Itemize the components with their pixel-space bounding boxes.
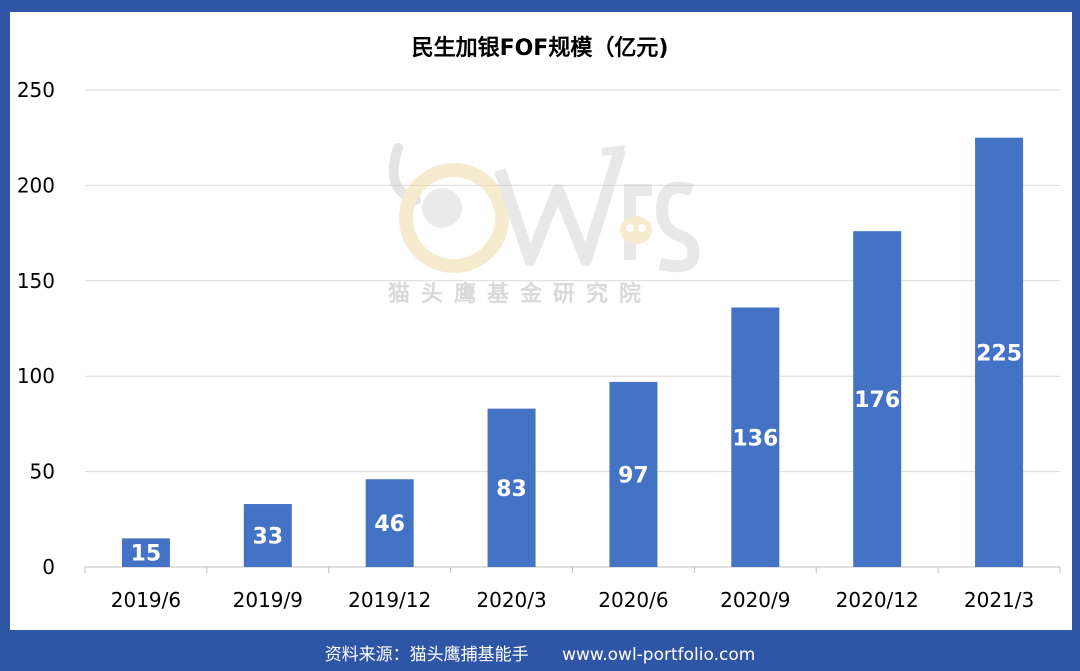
y-tick-label: 50 — [30, 460, 55, 484]
bar — [365, 479, 414, 567]
y-tick-label: 150 — [17, 269, 55, 293]
x-tick-label: 2020/12 — [836, 588, 919, 612]
x-tick-label: 2019/9 — [233, 588, 303, 612]
data-label: 97 — [618, 463, 649, 488]
source-url: www.owl-portfolio.com — [562, 645, 756, 665]
x-tick-label: 2020/9 — [720, 588, 790, 612]
bar — [609, 381, 658, 567]
bar — [243, 504, 292, 567]
data-label: 176 — [854, 388, 900, 413]
data-label: 83 — [496, 477, 527, 502]
chart-title: 民生加银FOF规模（亿元) — [411, 36, 669, 61]
x-tick-label: 2020/3 — [476, 588, 546, 612]
bar — [731, 307, 780, 567]
source-text: 资料来源：猫头鹰捕基能手 — [324, 645, 529, 665]
y-tick-label: 250 — [17, 78, 55, 102]
y-tick-label: 100 — [17, 364, 55, 388]
x-tick-label: 2021/3 — [964, 588, 1034, 612]
x-tick-label: 2019/12 — [348, 588, 431, 612]
x-tick-label: 2019/6 — [111, 588, 181, 612]
data-label: 136 — [732, 426, 778, 451]
bar — [487, 408, 536, 567]
bar — [975, 137, 1024, 567]
x-tick-label: 2020/6 — [598, 588, 668, 612]
data-label: 33 — [253, 525, 284, 550]
bar — [853, 231, 902, 567]
footer: 资料来源：猫头鹰捕基能手 www.owl-portfolio.com — [0, 640, 1080, 665]
watermark-text: 猫头鹰基金研究院 — [388, 282, 653, 307]
y-tick-label: 0 — [42, 555, 55, 579]
data-label: 15 — [131, 542, 162, 567]
bar — [121, 538, 170, 567]
owls-logo-watermark — [380, 130, 700, 310]
data-label: 225 — [976, 341, 1022, 366]
data-label: 46 — [374, 512, 405, 537]
y-tick-label: 200 — [17, 173, 55, 197]
